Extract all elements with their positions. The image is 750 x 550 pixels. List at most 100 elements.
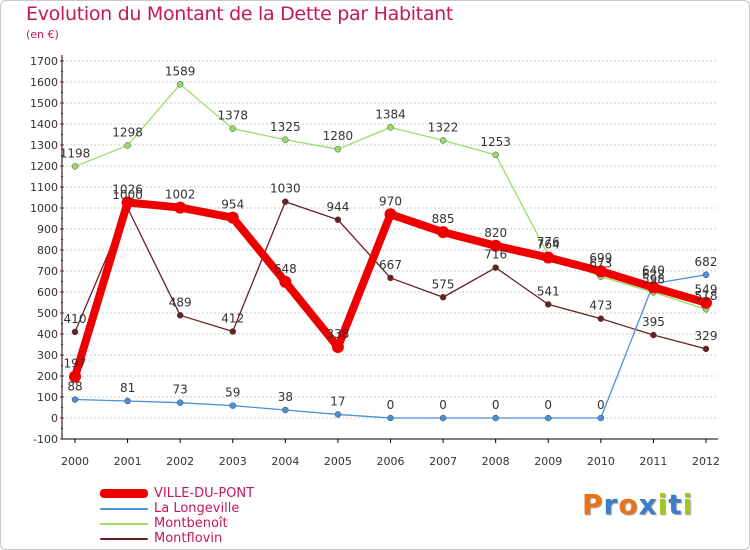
data-point: [279, 275, 292, 288]
brand-letter: o: [618, 488, 639, 521]
data-label: 395: [642, 315, 665, 329]
x-tick-label: 2002: [166, 455, 194, 468]
y-tick-label: 300: [37, 349, 58, 362]
data-point: [545, 301, 552, 308]
data-point: [229, 402, 236, 409]
data-point: [282, 198, 289, 205]
legend-swatch: [100, 537, 148, 540]
x-tick-label: 2005: [324, 455, 352, 468]
y-tick-label: -100: [33, 433, 58, 446]
data-point: [700, 296, 712, 309]
data-label: 412: [221, 311, 244, 325]
data-label: 489: [169, 295, 192, 309]
data-label: 699: [589, 251, 612, 265]
data-point: [545, 414, 552, 422]
data-label: 716: [484, 248, 507, 262]
y-tick-label: 1100: [30, 181, 58, 194]
legend-label: Montflovin: [154, 531, 223, 546]
y-tick-label: 600: [37, 286, 58, 299]
data-point: [597, 315, 605, 322]
x-tick-label: 2012: [692, 455, 720, 468]
data-label: 73: [173, 383, 188, 397]
legend: VILLE-DU-PONT La Longeville Montbenoît Mont…: [100, 486, 254, 546]
chart-title: Evolution du Montant de la Dette par Hab…: [26, 3, 454, 25]
x-tick-label: 2010: [587, 455, 615, 468]
data-label: 667: [379, 258, 402, 272]
data-label: 885: [432, 212, 455, 226]
y-tick-label: 1200: [30, 160, 58, 173]
data-point: [542, 251, 555, 264]
y-tick-label: 700: [37, 265, 58, 278]
legend-swatch: [100, 522, 148, 525]
data-label: 518: [695, 289, 718, 303]
data-point: [702, 271, 710, 279]
data-point: [71, 396, 79, 403]
data-point: [176, 81, 184, 88]
y-tick-label: 1400: [30, 118, 58, 131]
data-label: 1378: [217, 109, 248, 123]
data-label: 0: [439, 398, 447, 412]
data-point: [176, 312, 184, 319]
data-label: 1298: [112, 125, 143, 139]
data-label: 1280: [323, 129, 354, 143]
data-label: 329: [695, 329, 718, 343]
data-point: [647, 281, 660, 294]
data-label: 1589: [165, 64, 196, 78]
y-tick-label: 1000: [30, 202, 58, 215]
data-point: [334, 411, 342, 418]
x-tick-label: 2006: [377, 455, 405, 468]
x-tick-label: 2004: [271, 455, 299, 468]
data-point: [331, 341, 344, 354]
y-tick-label: 900: [37, 223, 58, 236]
data-point: [439, 294, 447, 301]
data-label: 81: [120, 381, 135, 395]
legend-item: Montbenoît: [100, 516, 254, 531]
data-label: 473: [589, 299, 612, 313]
data-point: [594, 265, 607, 278]
data-point: [387, 124, 394, 131]
legend-item: Montflovin: [100, 531, 254, 546]
data-point: [71, 328, 79, 336]
data-label: 1322: [428, 120, 459, 134]
data-point: [174, 201, 187, 214]
data-point: [387, 274, 394, 282]
data-point: [124, 397, 131, 405]
y-tick-label: 200: [37, 370, 58, 383]
brand-logo: Proxiti: [582, 488, 693, 521]
data-point: [282, 406, 289, 414]
x-tick-label: 2011: [639, 455, 667, 468]
data-point: [384, 208, 397, 221]
data-label: 338: [326, 327, 349, 341]
x-tick-label: 2000: [61, 455, 89, 468]
brand-letter: t: [668, 488, 683, 521]
data-label: 0: [597, 398, 605, 412]
x-tick-label: 2008: [482, 455, 510, 468]
legend-item: VILLE-DU-PONT: [100, 486, 254, 501]
data-point: [492, 264, 499, 271]
data-point: [492, 151, 499, 159]
data-label: 640: [642, 264, 665, 278]
data-label: 673: [589, 257, 612, 271]
data-point: [439, 414, 447, 422]
data-label: 1000: [112, 188, 143, 202]
data-point: [334, 216, 342, 224]
data-label: 1026: [112, 183, 143, 197]
legend-item: La Longeville: [100, 501, 254, 516]
y-tick-label: 800: [37, 244, 58, 257]
data-label: 0: [544, 398, 552, 412]
brand-letter: i: [657, 488, 669, 521]
brand-letter: r: [603, 488, 619, 521]
data-point: [121, 196, 134, 209]
data-point: [439, 137, 447, 144]
data-point: [229, 125, 236, 132]
data-label: 970: [379, 194, 402, 208]
data-point: [176, 399, 184, 406]
brand-letter: i: [682, 488, 694, 521]
data-point: [69, 370, 81, 383]
data-label: 598: [642, 272, 665, 286]
brand-letter: P: [582, 488, 604, 521]
data-label: 776: [537, 235, 560, 249]
data-point: [124, 142, 131, 149]
data-point: [282, 136, 289, 143]
